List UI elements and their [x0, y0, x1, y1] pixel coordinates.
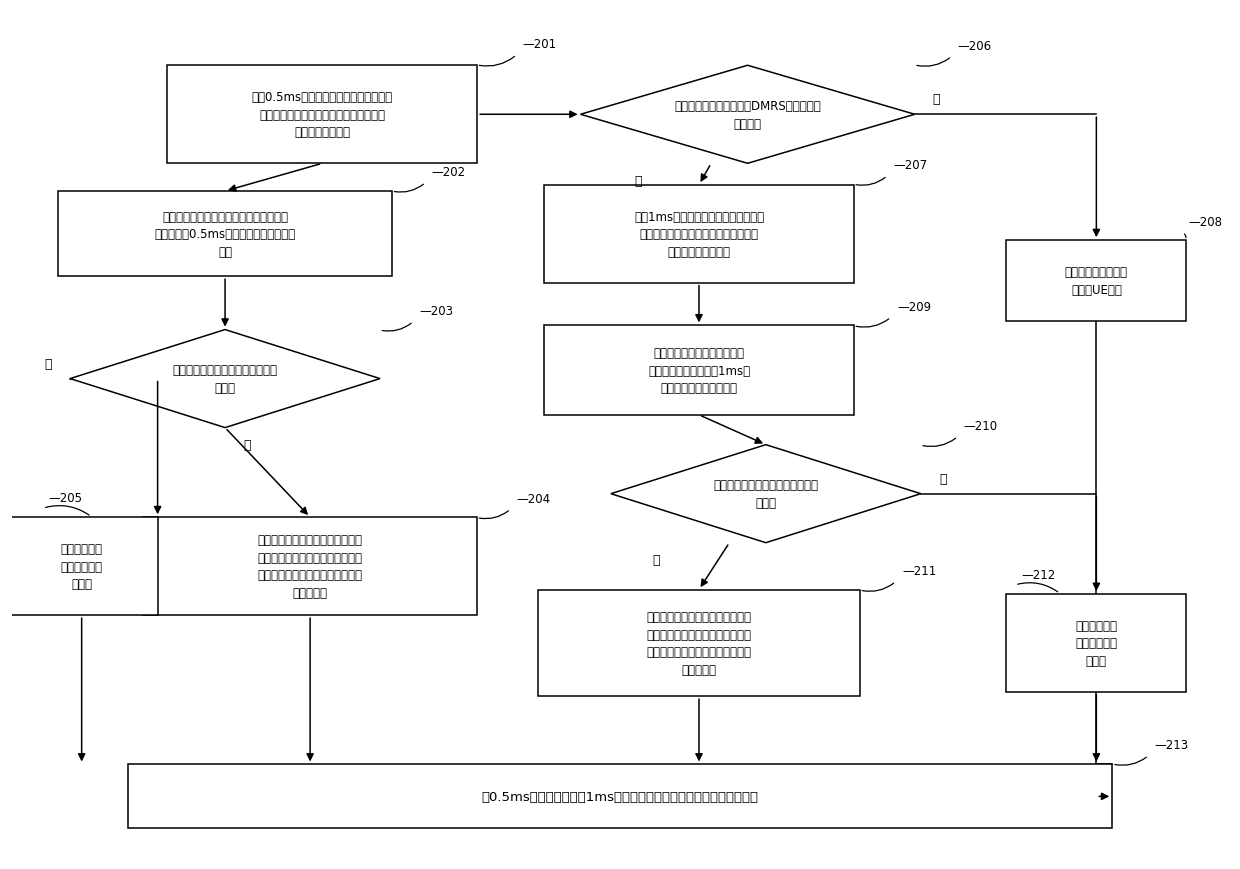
FancyBboxPatch shape — [167, 66, 477, 164]
Text: 引入修正因子，结合噪声估计
值计算所述频域信道在1ms采
样间隔内的自相关函数值: 引入修正因子，结合噪声估计 值计算所述频域信道在1ms采 样间隔内的自相关函数值 — [649, 347, 750, 395]
Text: —203: —203 — [419, 305, 454, 318]
Text: 是: 是 — [243, 439, 250, 452]
Text: —206: —206 — [957, 40, 992, 53]
Text: 是: 是 — [635, 175, 642, 188]
Text: 沿用上一个周期估计
得到的UE速度: 沿用上一个周期估计 得到的UE速度 — [1065, 266, 1128, 296]
Text: 判断自相关函数值的模是否小于限
制因子: 判断自相关函数值的模是否小于限 制因子 — [172, 364, 278, 395]
FancyBboxPatch shape — [1007, 594, 1187, 692]
FancyBboxPatch shape — [6, 518, 157, 615]
Text: 选取0.5ms采样间隔内符合条件的两列频
域解调参考信号位置估计得到的频域信道
，计算噪声估计值: 选取0.5ms采样间隔内符合条件的两列频 域解调参考信号位置估计得到的频域信道 … — [252, 91, 393, 139]
Text: —204: —204 — [517, 492, 551, 505]
Text: 沿用上个周期
得到的终端移
动速度: 沿用上个周期 得到的终端移 动速度 — [61, 542, 103, 590]
Text: 选取1ms采样间隔内符合条件的两列频
域解调参考信号位置估计得到的频域信
道，计算噪声估计值: 选取1ms采样间隔内符合条件的两列频 域解调参考信号位置估计得到的频域信 道，计… — [634, 210, 764, 258]
Text: 否: 否 — [939, 472, 946, 485]
Text: —207: —207 — [893, 159, 928, 172]
FancyBboxPatch shape — [58, 192, 392, 277]
FancyBboxPatch shape — [544, 185, 854, 283]
Text: 沿用上个周期
得到的终端移
动速度: 沿用上个周期 得到的终端移 动速度 — [1075, 620, 1117, 667]
Text: —205: —205 — [48, 491, 83, 504]
Polygon shape — [71, 330, 379, 428]
Text: 对0.5ms终端移动速度和1ms终端移动速度做平均，得到最终估计速度: 对0.5ms终端移动速度和1ms终端移动速度做平均，得到最终估计速度 — [481, 790, 759, 803]
Text: 判断自相关函数值的模是否小于限
制因子: 判断自相关函数值的模是否小于限 制因子 — [713, 479, 818, 509]
Text: 判断当前子帧与上一子帧DMRS是否有重复
资源部分: 判断当前子帧与上一子帧DMRS是否有重复 资源部分 — [675, 100, 821, 130]
Text: 否: 否 — [932, 93, 940, 106]
Text: 将自相关函数值作为有效数据，与
所有之前得到的相同采样间隔内的
自相关函数值作迭代平均，求得终
端移动速度: 将自相关函数值作为有效数据，与 所有之前得到的相同采样间隔内的 自相关函数值作迭… — [646, 610, 751, 676]
Text: —210: —210 — [963, 420, 998, 433]
Text: 是: 是 — [652, 554, 660, 567]
FancyBboxPatch shape — [143, 518, 477, 615]
Text: —208: —208 — [1189, 216, 1223, 229]
FancyBboxPatch shape — [544, 326, 854, 415]
Text: 引入修正因子，结合噪声估计值计算所述
频域信道在0.5ms采样间隔内的自相关函
数值: 引入修正因子，结合噪声估计值计算所述 频域信道在0.5ms采样间隔内的自相关函 … — [155, 210, 295, 258]
Text: —209: —209 — [897, 301, 931, 314]
Text: 将自相关函数值作为有效数据，与
所有之前得到的相同采样间隔内的
自相关函数值作迭代平均，求得终
端移动速度: 将自相关函数值作为有效数据，与 所有之前得到的相同采样间隔内的 自相关函数值作迭… — [258, 534, 362, 600]
Polygon shape — [580, 66, 915, 164]
Text: 否: 否 — [45, 357, 52, 370]
Text: —212: —212 — [1021, 568, 1055, 581]
FancyBboxPatch shape — [1007, 241, 1187, 322]
Polygon shape — [611, 445, 921, 543]
FancyBboxPatch shape — [128, 765, 1112, 828]
FancyBboxPatch shape — [538, 590, 861, 696]
Text: —202: —202 — [432, 166, 466, 179]
Text: —201: —201 — [523, 38, 557, 51]
Text: —211: —211 — [901, 565, 936, 578]
Text: —213: —213 — [1154, 739, 1189, 752]
